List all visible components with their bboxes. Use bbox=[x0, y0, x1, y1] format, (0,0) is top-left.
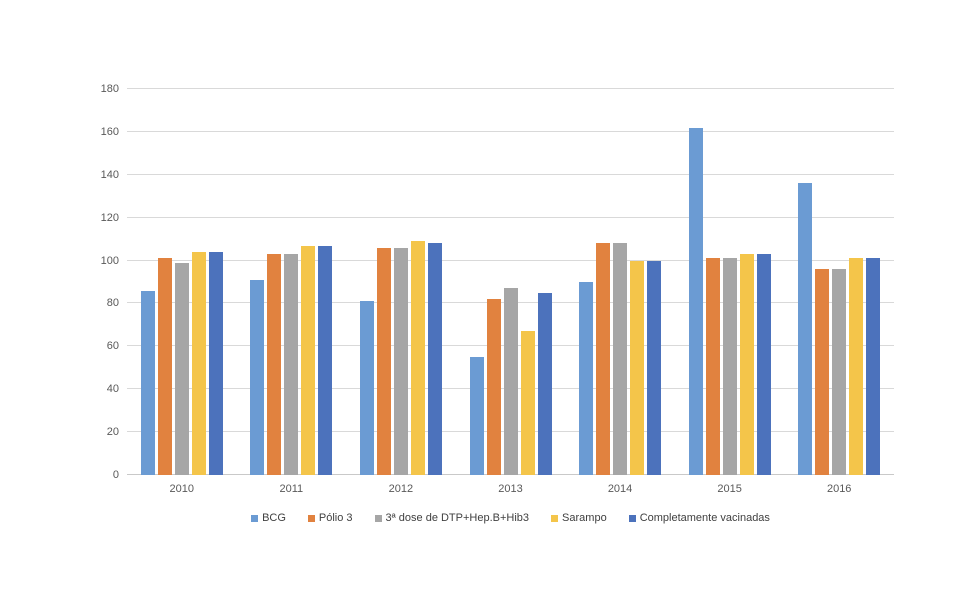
bar-3-dose-de-dtp-hep-b-hib3-2013 bbox=[503, 288, 518, 475]
bar-completamente-vacinadas-2015 bbox=[756, 254, 771, 475]
legend-item-3-dose-de-dtp-hep-b-hib3: 3ª dose de DTP+Hep.B+Hib3 bbox=[374, 512, 530, 524]
legend-item-sarampo: Sarampo bbox=[551, 512, 607, 524]
bar-3-dose-de-dtp-hep-b-hib3-2015 bbox=[722, 258, 737, 475]
bar-sarampo-2010 bbox=[191, 251, 206, 475]
bar-sarampo-2012 bbox=[410, 241, 425, 475]
legend-label: Sarampo bbox=[562, 512, 607, 524]
bar-3-dose-de-dtp-hep-b-hib3-2016 bbox=[832, 269, 847, 475]
y-tick-label-20: 20 bbox=[106, 426, 119, 439]
y-tick-label-120: 120 bbox=[100, 211, 119, 224]
bar-sarampo-2011 bbox=[301, 245, 316, 475]
bar-3-dose-de-dtp-hep-b-hib3-2010 bbox=[174, 262, 189, 475]
bar-sarampo-2016 bbox=[849, 258, 864, 475]
y-tick-label-160: 160 bbox=[100, 125, 119, 138]
legend-swatch-icon bbox=[307, 514, 315, 522]
gridline-160 bbox=[127, 130, 894, 132]
y-tick-label-180: 180 bbox=[100, 83, 119, 95]
legend: BCG Pólio 3 3ª dose de DTP+Hep.B+Hib3 Saram… bbox=[127, 512, 894, 524]
bar-sarampo-2014 bbox=[630, 260, 645, 475]
bar-3-dose-de-dtp-hep-b-hib3-2014 bbox=[613, 243, 628, 475]
x-tick-label-2013: 2013 bbox=[498, 483, 523, 495]
x-tick-label-2010: 2010 bbox=[169, 483, 195, 495]
legend-label: BCG bbox=[262, 512, 286, 524]
bar-sarampo-2015 bbox=[739, 254, 754, 475]
bar-bcg-2014 bbox=[579, 282, 594, 475]
legend-item-p-lio-3: Pólio 3 bbox=[307, 512, 353, 524]
legend-item-bcg: BCG bbox=[251, 512, 286, 524]
legend-swatch-icon bbox=[374, 514, 382, 522]
bar-p-lio-3-2012 bbox=[376, 247, 391, 475]
gridline-180 bbox=[127, 88, 894, 89]
bar-p-lio-3-2013 bbox=[486, 299, 501, 475]
gridline-120 bbox=[127, 216, 894, 218]
legend-swatch-icon bbox=[628, 514, 636, 522]
bar-sarampo-2013 bbox=[520, 331, 535, 475]
bar-p-lio-3-2011 bbox=[267, 254, 282, 475]
bar-bcg-2016 bbox=[798, 183, 813, 475]
legend-swatch-icon bbox=[551, 514, 559, 522]
x-tick-label-2015: 2015 bbox=[717, 483, 742, 495]
bar-bcg-2012 bbox=[359, 301, 374, 475]
y-tick-label-40: 40 bbox=[106, 383, 119, 396]
bar-bcg-2011 bbox=[250, 279, 265, 475]
legend-item-completamente-vacinadas: Completamente vacinadas bbox=[628, 512, 770, 524]
y-tick-label-140: 140 bbox=[100, 168, 119, 181]
bar-3-dose-de-dtp-hep-b-hib3-2012 bbox=[393, 247, 408, 475]
gridline-100 bbox=[127, 259, 894, 261]
bar-completamente-vacinadas-2012 bbox=[427, 243, 442, 475]
bar-3-dose-de-dtp-hep-b-hib3-2011 bbox=[284, 254, 299, 475]
x-tick-label-2016: 2016 bbox=[826, 483, 852, 495]
legend-label: Pólio 3 bbox=[318, 512, 353, 524]
legend-label: Completamente vacinadas bbox=[639, 512, 770, 524]
bar-completamente-vacinadas-2010 bbox=[208, 251, 223, 475]
gridline-140 bbox=[127, 173, 894, 175]
y-tick-label-0: 0 bbox=[112, 469, 119, 481]
bar-bcg-2015 bbox=[688, 127, 703, 475]
bar-p-lio-3-2016 bbox=[815, 269, 830, 475]
x-tick-label-2012: 2012 bbox=[388, 483, 414, 495]
y-tick-label-60: 60 bbox=[106, 340, 119, 353]
bar-bcg-2013 bbox=[469, 357, 484, 475]
bar-p-lio-3-2015 bbox=[705, 258, 720, 475]
bar-completamente-vacinadas-2011 bbox=[318, 245, 333, 475]
bar-completamente-vacinadas-2014 bbox=[647, 260, 662, 475]
y-tick-label-100: 100 bbox=[100, 254, 119, 267]
bar-completamente-vacinadas-2013 bbox=[537, 292, 552, 475]
bar-p-lio-3-2014 bbox=[596, 243, 611, 475]
x-tick-label-2011: 2011 bbox=[279, 483, 304, 495]
bar-completamente-vacinadas-2016 bbox=[866, 258, 881, 475]
bar-bcg-2010 bbox=[140, 290, 155, 475]
bar-p-lio-3-2010 bbox=[157, 258, 172, 475]
legend-swatch-icon bbox=[251, 514, 259, 522]
y-tick-label-80: 80 bbox=[106, 297, 119, 310]
x-tick-label-2014: 2014 bbox=[607, 483, 633, 495]
legend-label: 3ª dose de DTP+Hep.B+Hib3 bbox=[385, 512, 530, 524]
plot-area bbox=[127, 88, 894, 475]
